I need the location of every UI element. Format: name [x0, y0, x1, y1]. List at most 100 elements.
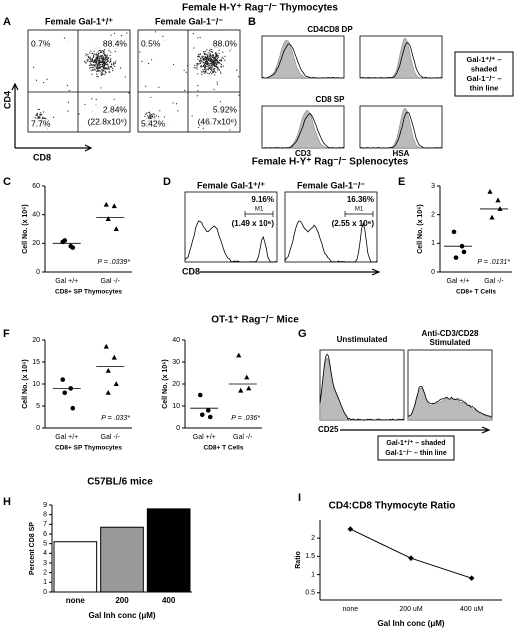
y-tick-label: 1	[431, 240, 435, 247]
data-point	[103, 343, 109, 349]
event-dot	[97, 57, 99, 59]
event-dot	[218, 61, 220, 63]
event-dot	[210, 68, 212, 70]
histogram-line	[184, 220, 278, 263]
event-dot	[209, 59, 211, 61]
event-dot	[100, 74, 103, 76]
event-dot	[43, 117, 45, 119]
y-tick-label: 10	[32, 381, 40, 388]
event-dot	[39, 117, 41, 119]
event-dot	[155, 115, 158, 117]
event-dot	[220, 59, 223, 61]
event-dot	[35, 79, 38, 81]
x-axis-label: CD8+ SP Thymocytes	[55, 445, 122, 452]
event-dot	[103, 61, 106, 63]
data-point	[236, 352, 242, 358]
y-tick-label: 2	[43, 570, 47, 577]
event-dot	[175, 103, 178, 105]
event-dot	[157, 115, 160, 118]
event-dot	[215, 58, 217, 61]
event-dot	[110, 51, 112, 53]
event-dot	[67, 101, 70, 103]
event-dot	[211, 59, 213, 61]
plot-frame	[27, 29, 131, 133]
event-dot	[100, 87, 102, 89]
y-tick-label: 4	[43, 550, 47, 557]
event-dot	[101, 49, 103, 52]
event-dot	[152, 113, 154, 115]
event-dot	[202, 65, 204, 68]
event-dot	[102, 65, 104, 67]
event-dot	[145, 112, 147, 114]
event-dot	[202, 127, 204, 129]
event-dot	[229, 50, 231, 52]
p-value: P = .033*	[101, 415, 130, 422]
label-bg	[87, 39, 128, 49]
data-point	[238, 387, 244, 393]
event-dot	[108, 68, 110, 70]
quadrant-value: 0.7%	[31, 38, 51, 48]
event-dot	[150, 96, 152, 99]
histogram-shaded	[407, 387, 493, 421]
event-dot	[96, 73, 98, 75]
event-dot	[91, 52, 93, 54]
bar	[146, 508, 191, 593]
event-dot	[104, 70, 106, 72]
y-tick-label: 3	[43, 560, 47, 567]
x-axis-label: CD8+ T Cells	[204, 445, 244, 452]
event-dot	[93, 67, 95, 69]
event-dot	[206, 49, 208, 51]
event-dot	[217, 55, 219, 57]
event-dot	[173, 63, 175, 66]
quadrant-value: 2.84%	[103, 104, 128, 114]
x-tick-label: Gal +/+	[55, 434, 78, 441]
y-tick-label: 1.5	[305, 553, 315, 560]
event-dot	[236, 69, 238, 71]
plot-title: Female Gal-1⁻/⁻	[297, 180, 365, 190]
event-dot	[89, 52, 91, 54]
event-dot	[88, 64, 91, 67]
plot-frame	[184, 191, 278, 263]
legend-box	[377, 435, 455, 461]
histogram-shaded	[319, 357, 405, 421]
event-dot	[197, 62, 199, 65]
event-dot	[42, 116, 44, 118]
event-dot	[66, 84, 68, 87]
event-dot	[87, 58, 89, 60]
event-dot	[214, 68, 216, 70]
event-dot	[87, 60, 89, 62]
event-dot	[124, 76, 126, 78]
event-dot	[99, 51, 102, 54]
event-dot	[193, 67, 195, 69]
event-dot	[99, 67, 101, 69]
event-dot	[32, 66, 35, 68]
event-dot	[93, 64, 95, 66]
event-dot	[102, 66, 104, 68]
data-point	[207, 414, 213, 420]
data-point	[62, 238, 68, 243]
x-tick-label: Gal +/+	[193, 434, 216, 441]
quadrant-value: 88.4%	[103, 38, 128, 48]
event-dot	[89, 56, 91, 58]
event-dot	[213, 61, 215, 63]
chart-title: C57BL/6 mice	[87, 477, 153, 488]
data-point	[205, 408, 211, 413]
event-dot	[212, 64, 215, 66]
event-dot	[42, 111, 45, 113]
y-tick-label: 20	[32, 337, 40, 344]
event-dot	[109, 60, 112, 63]
event-dot	[148, 111, 151, 113]
event-dot	[206, 65, 208, 68]
event-dot	[208, 72, 210, 75]
event-dot	[209, 65, 211, 67]
event-dot	[126, 32, 128, 34]
event-dot	[207, 52, 209, 54]
event-dot	[100, 71, 102, 73]
event-dot	[211, 63, 213, 65]
event-dot	[93, 50, 95, 52]
data-point	[461, 249, 467, 255]
event-dot	[224, 59, 226, 61]
event-dot	[210, 62, 212, 65]
legend-text: Gal-1⁻/⁻ – thin line	[385, 450, 447, 457]
event-dot	[206, 63, 208, 65]
